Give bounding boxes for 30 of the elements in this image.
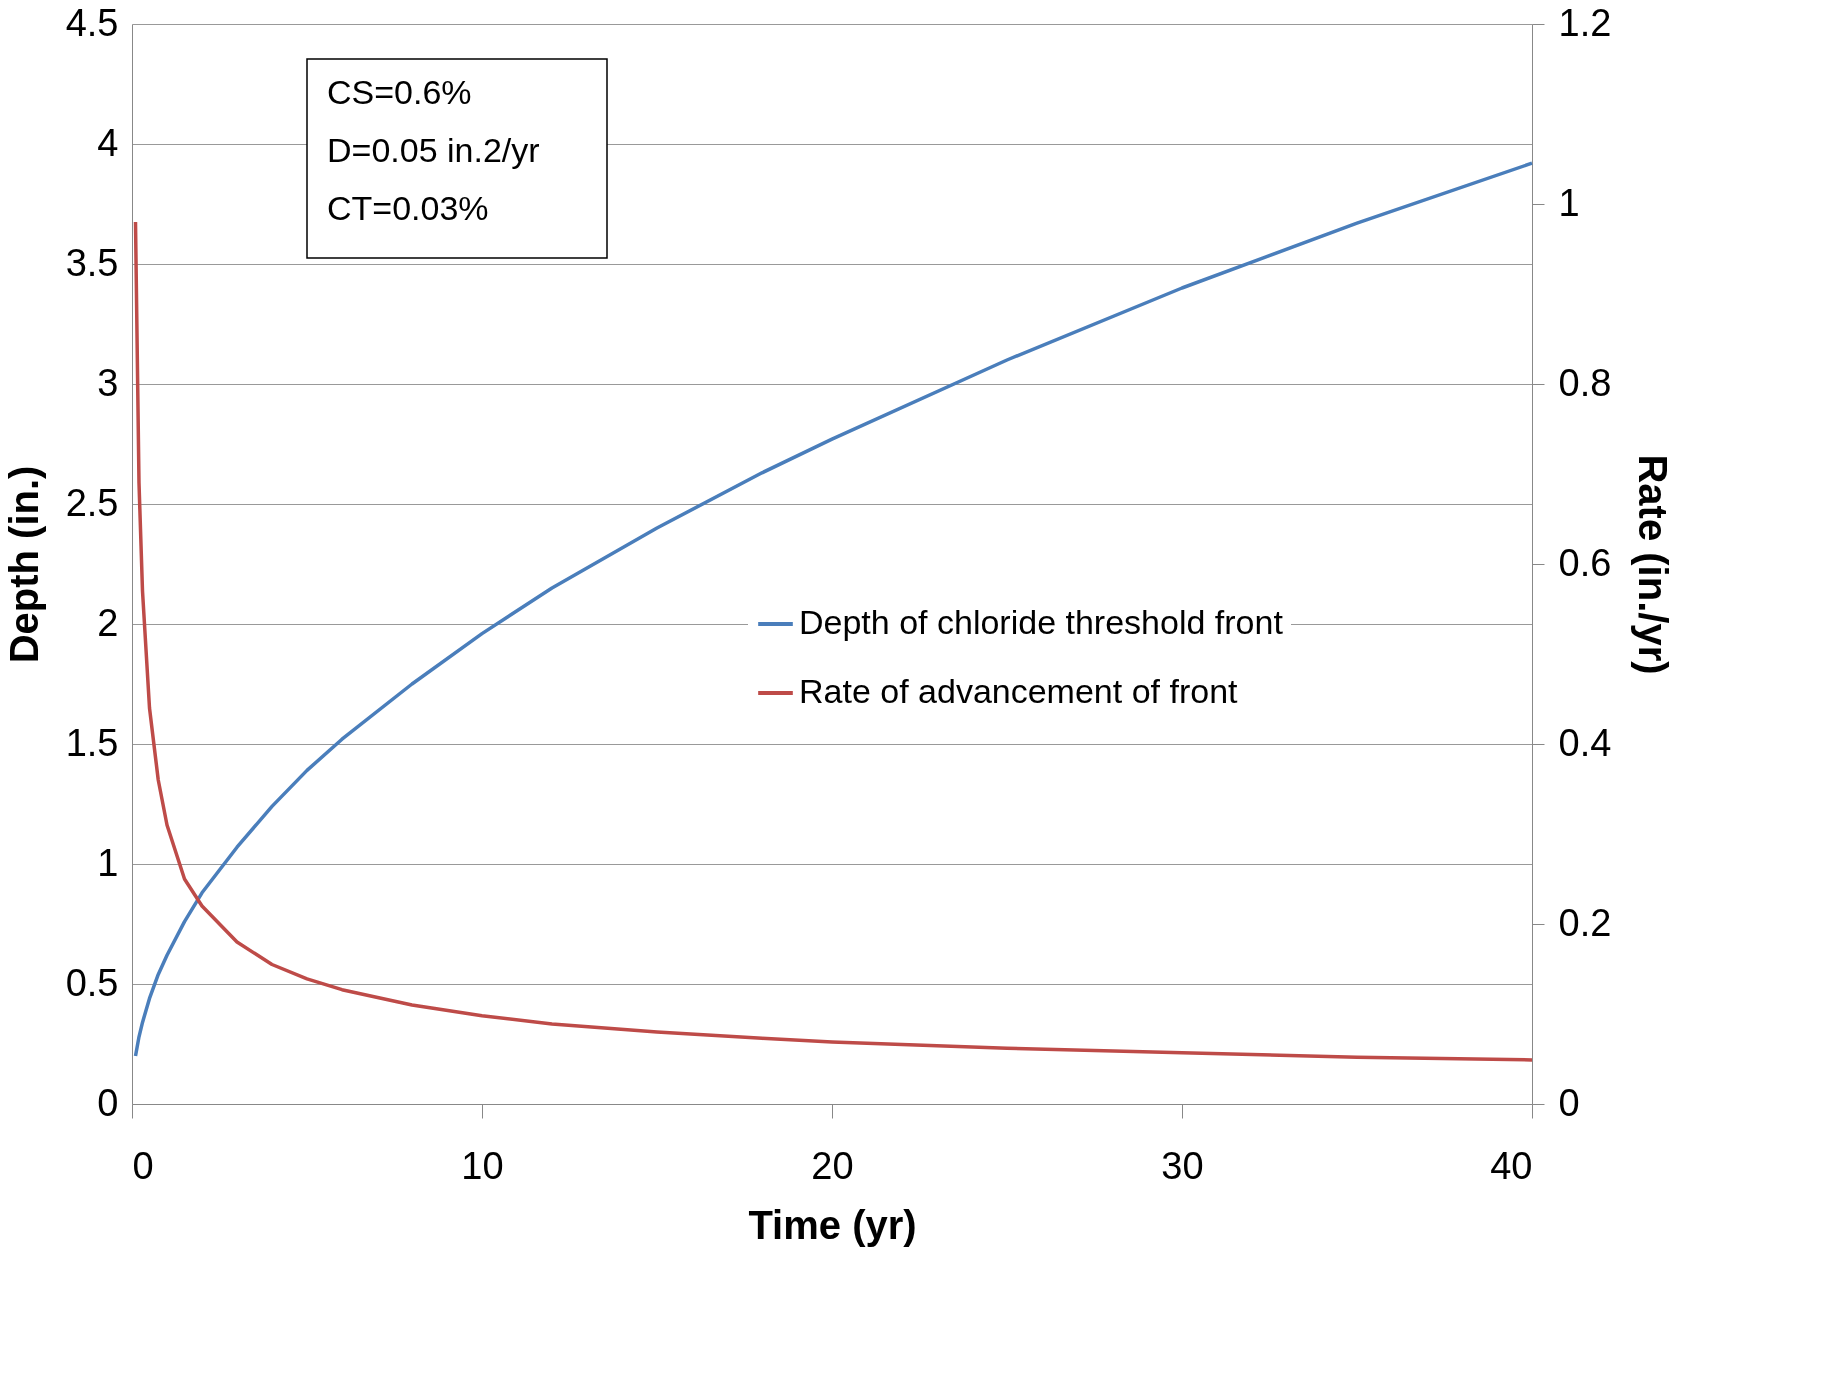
annotation: CT=0.03% — [327, 189, 489, 227]
x-tick-label: 0 — [132, 1144, 154, 1187]
annotation: D=0.05 in.2/yr — [327, 131, 540, 169]
legend-label: Rate of advancement of front — [799, 671, 1239, 710]
y2-tick-label: 1 — [1558, 181, 1580, 224]
y2-tick-label: 0 — [1558, 1081, 1580, 1124]
x-tick-label: 20 — [811, 1144, 854, 1187]
y-tick-label: 1 — [97, 841, 119, 884]
y-tick-label: 0 — [97, 1081, 119, 1124]
x-tick-label: 40 — [1490, 1144, 1533, 1187]
y-tick-label: 3 — [97, 361, 119, 404]
annotation: CS=0.6% — [327, 73, 472, 111]
y-tick-label: 4 — [97, 121, 119, 164]
y2-tick-label: 0.8 — [1558, 361, 1612, 404]
y2-tick-label: 0.2 — [1558, 901, 1612, 944]
y2-tick-label: 1.2 — [1558, 1, 1612, 44]
y-tick-label: 0.5 — [65, 961, 119, 1004]
y-axis-title: Depth (in.) — [1, 465, 46, 664]
x-tick-label: 30 — [1161, 1144, 1204, 1187]
legend-label: Depth of chloride threshold front — [799, 602, 1284, 641]
y-tick-label: 3.5 — [65, 241, 119, 284]
x-tick-label: 10 — [461, 1144, 504, 1187]
y-tick-label: 2.5 — [65, 481, 119, 524]
y-tick-label: 1.5 — [65, 721, 119, 764]
y-tick-label: 4.5 — [65, 1, 119, 44]
x-axis-title: Time (yr) — [748, 1202, 917, 1247]
y-tick-label: 2 — [97, 601, 119, 644]
y2-tick-label: 0.6 — [1558, 541, 1612, 584]
y2-tick-label: 0.4 — [1558, 721, 1612, 764]
y2-axis-title: Rate (in./yr) — [1631, 454, 1676, 675]
